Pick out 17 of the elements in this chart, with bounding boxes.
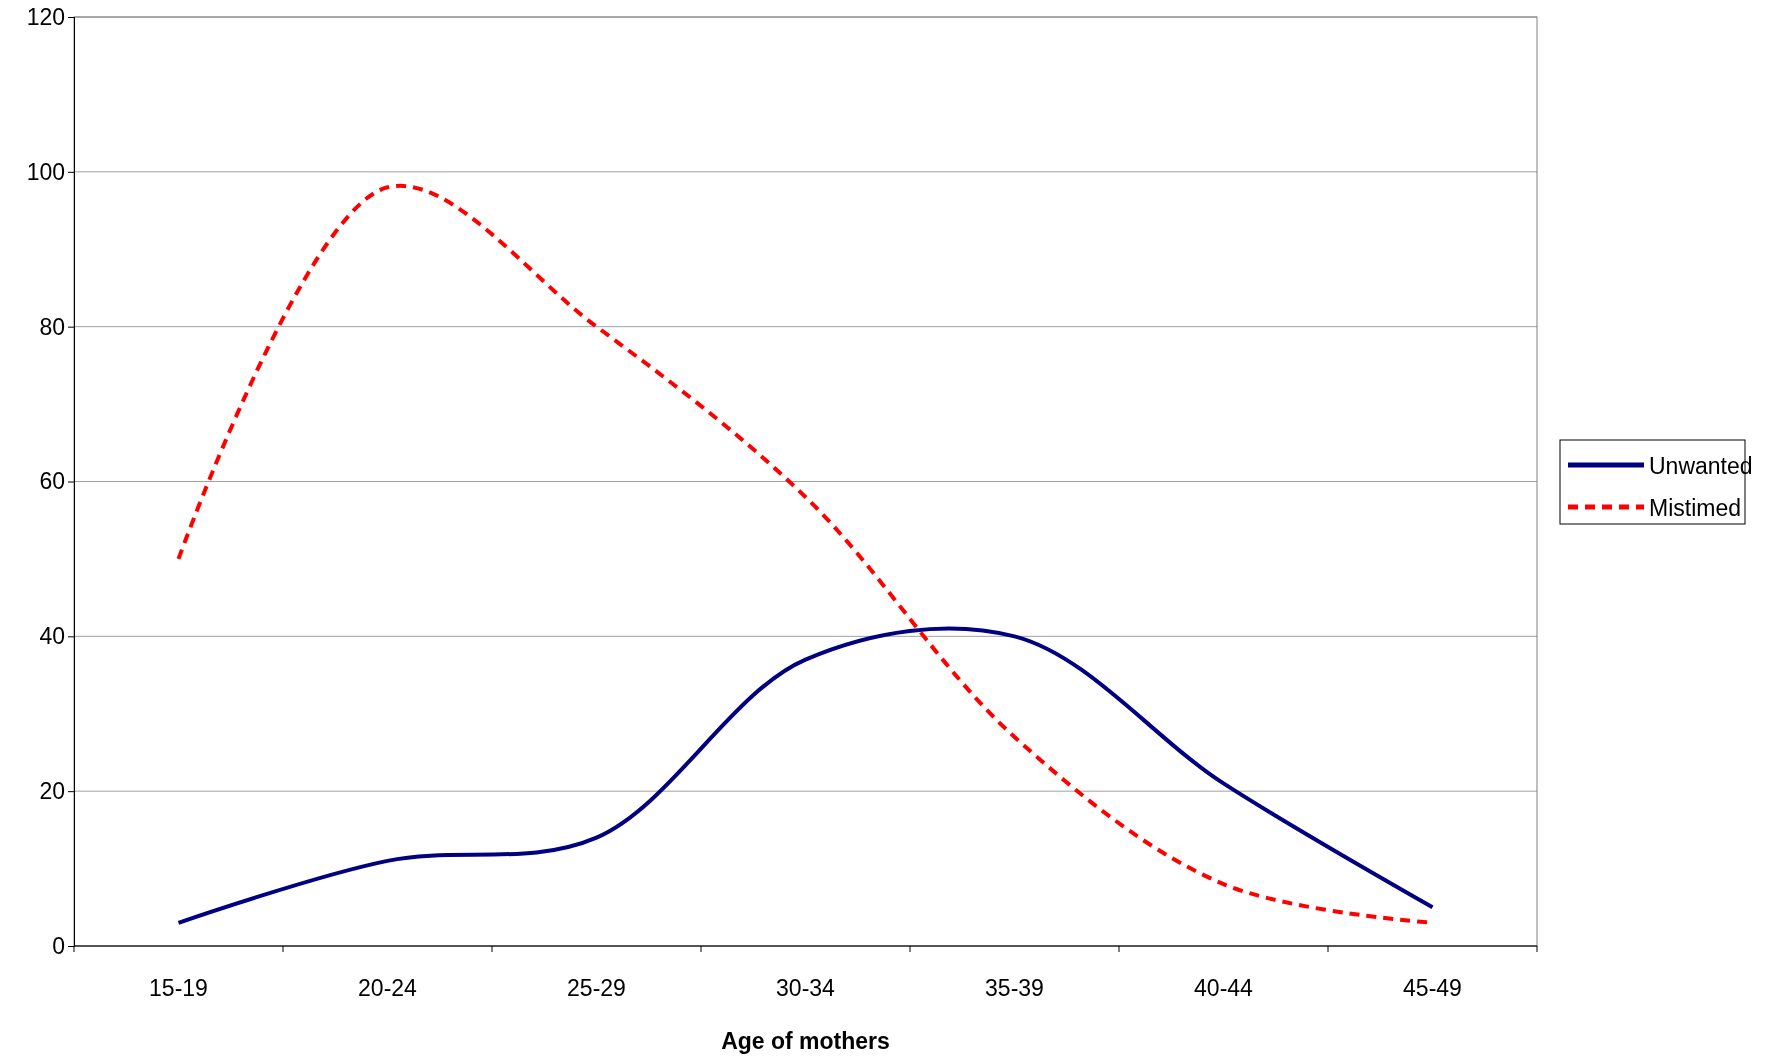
x-tick-label: 40-44 — [1194, 975, 1254, 1001]
x-tick-label: 20-24 — [358, 975, 418, 1001]
y-tick-label: 80 — [39, 313, 65, 340]
y-tick-label: 0 — [52, 932, 65, 959]
x-tick-label: 45-49 — [1403, 975, 1462, 1001]
x-tick-label: 15-19 — [149, 975, 208, 1001]
x-tick-label: 35-39 — [985, 975, 1044, 1001]
legend-label: Mistimed — [1649, 495, 1742, 521]
legend-label: Unwanted — [1649, 453, 1753, 479]
x-axis-title: Age of mothers — [721, 1028, 890, 1054]
x-tick-label: 25-29 — [567, 975, 626, 1001]
y-tick-label: 100 — [26, 158, 65, 185]
y-tick-label: 40 — [39, 623, 65, 650]
y-tick-label: 20 — [39, 778, 65, 805]
y-tick-label: 120 — [26, 3, 65, 30]
x-tick-label: 30-34 — [776, 975, 836, 1001]
y-tick-label: 60 — [39, 468, 65, 495]
